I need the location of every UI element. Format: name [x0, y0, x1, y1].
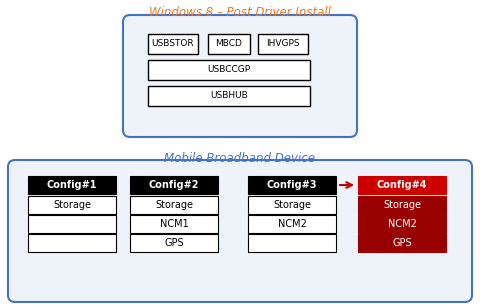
FancyBboxPatch shape: [8, 160, 472, 302]
Text: GPS: GPS: [392, 238, 412, 248]
Text: Storage: Storage: [383, 200, 421, 210]
FancyBboxPatch shape: [28, 196, 116, 214]
FancyBboxPatch shape: [208, 34, 250, 54]
FancyBboxPatch shape: [130, 215, 218, 233]
FancyBboxPatch shape: [28, 176, 116, 194]
FancyBboxPatch shape: [248, 234, 336, 252]
FancyBboxPatch shape: [358, 215, 446, 233]
FancyBboxPatch shape: [358, 176, 446, 194]
Text: Windows 8 – Post Driver Install: Windows 8 – Post Driver Install: [149, 6, 331, 18]
Text: Config#2: Config#2: [149, 180, 199, 190]
Text: Config#3: Config#3: [267, 180, 317, 190]
Text: USBCCGP: USBCCGP: [207, 66, 251, 75]
Text: NCM2: NCM2: [387, 219, 417, 229]
FancyBboxPatch shape: [130, 234, 218, 252]
Text: Config#4: Config#4: [377, 180, 427, 190]
FancyBboxPatch shape: [258, 34, 308, 54]
FancyBboxPatch shape: [248, 196, 336, 214]
FancyBboxPatch shape: [148, 60, 310, 80]
Text: USBSTOR: USBSTOR: [152, 39, 194, 48]
Text: Storage: Storage: [53, 200, 91, 210]
Text: Config#1: Config#1: [47, 180, 97, 190]
Text: NCM1: NCM1: [160, 219, 188, 229]
Text: USBHUB: USBHUB: [210, 91, 248, 100]
FancyBboxPatch shape: [28, 215, 116, 233]
Text: Mobile Broadband Device: Mobile Broadband Device: [165, 152, 315, 164]
Text: NCM2: NCM2: [277, 219, 306, 229]
FancyBboxPatch shape: [248, 176, 336, 194]
Text: MBCD: MBCD: [216, 39, 242, 48]
FancyBboxPatch shape: [130, 176, 218, 194]
FancyBboxPatch shape: [123, 15, 357, 137]
Text: Storage: Storage: [155, 200, 193, 210]
Text: Storage: Storage: [273, 200, 311, 210]
FancyBboxPatch shape: [130, 196, 218, 214]
FancyBboxPatch shape: [148, 86, 310, 106]
FancyBboxPatch shape: [28, 234, 116, 252]
Text: GPS: GPS: [164, 238, 184, 248]
Text: IHVGPS: IHVGPS: [266, 39, 300, 48]
FancyBboxPatch shape: [248, 215, 336, 233]
FancyBboxPatch shape: [358, 196, 446, 214]
FancyBboxPatch shape: [358, 234, 446, 252]
FancyBboxPatch shape: [148, 34, 198, 54]
